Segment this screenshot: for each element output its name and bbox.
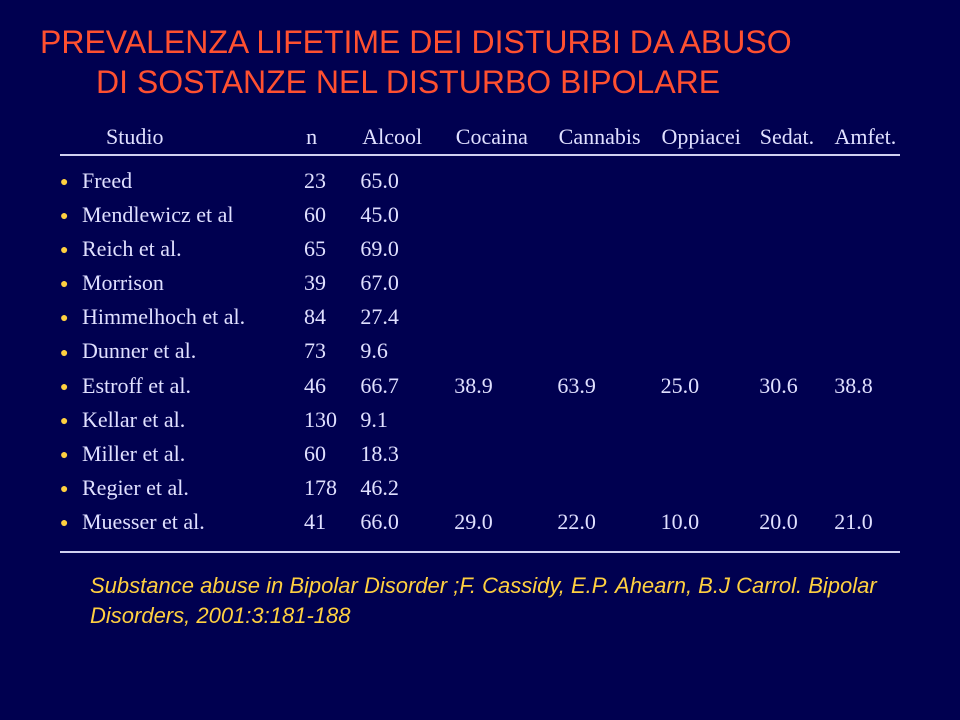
alcool-cell: 67.0 [360, 266, 454, 300]
study-cell: ●Dunner et al. [60, 334, 304, 368]
bullet-icon: ● [60, 411, 82, 433]
study-label: Regier et al. [82, 471, 189, 505]
n-cell: 39 [304, 266, 360, 300]
alcool-cell: 65.0 [360, 164, 454, 198]
study-label: Kellar et al. [82, 403, 185, 437]
study-cell: ●Muesser et al. [60, 505, 304, 539]
alcool-cell: 66.7 [360, 369, 454, 403]
header-cannabis: Cannabis [559, 124, 662, 150]
study-cell: ●Freed [60, 164, 304, 198]
header-rule [60, 154, 900, 156]
header-amfet: Amfet. [835, 124, 900, 150]
header-oppiacei: Oppiacei [662, 124, 760, 150]
table-container: Studio n Alcool Cocaina Cannabis Oppiace… [0, 112, 960, 553]
citation-text: Substance abuse in Bipolar Disorder ;F. … [0, 553, 960, 630]
oppiacei-cell: 25.0 [661, 369, 760, 403]
table-row: ●Freed2365.0 [60, 164, 900, 198]
bullet-icon: ● [60, 343, 82, 365]
n-cell: 84 [304, 300, 360, 334]
alcool-cell: 18.3 [360, 437, 454, 471]
table-body: ●Freed2365.0●Mendlewicz et al6045.0●Reic… [60, 164, 900, 539]
table-row: ●Mendlewicz et al6045.0 [60, 198, 900, 232]
study-label: Morrison [82, 266, 164, 300]
n-cell: 46 [304, 369, 360, 403]
table-header-row: Studio n Alcool Cocaina Cannabis Oppiace… [60, 124, 900, 150]
table-row: ●Dunner et al.739.6 [60, 334, 900, 368]
header-cocaina: Cocaina [456, 124, 559, 150]
alcool-cell: 27.4 [360, 300, 454, 334]
bullet-icon: ● [60, 479, 82, 501]
n-cell: 23 [304, 164, 360, 198]
n-cell: 60 [304, 437, 360, 471]
bullet-icon: ● [60, 445, 82, 467]
study-cell: ●Reich et al. [60, 232, 304, 266]
header-n: n [306, 124, 362, 150]
title-line-1: PREVALENZA LIFETIME DEI DISTURBI DA ABUS… [40, 24, 792, 60]
bullet-icon: ● [60, 513, 82, 535]
bullet-icon: ● [60, 377, 82, 399]
header-study: Studio [60, 124, 306, 150]
study-cell: ●Morrison [60, 266, 304, 300]
study-cell: ●Miller et al. [60, 437, 304, 471]
alcool-cell: 9.1 [360, 403, 454, 437]
study-label: Miller et al. [82, 437, 185, 471]
bullet-icon: ● [60, 274, 82, 296]
n-cell: 60 [304, 198, 360, 232]
alcool-cell: 69.0 [360, 232, 454, 266]
sedat-cell: 30.6 [759, 369, 834, 403]
study-label: Muesser et al. [82, 505, 205, 539]
bullet-icon: ● [60, 172, 82, 194]
bullet-icon: ● [60, 240, 82, 262]
alcool-cell: 9.6 [360, 334, 454, 368]
bullet-icon: ● [60, 206, 82, 228]
alcool-cell: 45.0 [360, 198, 454, 232]
cannabis-cell: 22.0 [557, 505, 660, 539]
study-cell: ●Estroff et al. [60, 369, 304, 403]
study-cell: ●Kellar et al. [60, 403, 304, 437]
study-cell: ●Himmelhoch et al. [60, 300, 304, 334]
header-alcool: Alcool [362, 124, 456, 150]
amfet-cell: 21.0 [834, 505, 900, 539]
table-row: ●Regier et al.17846.2 [60, 471, 900, 505]
cannabis-cell: 63.9 [557, 369, 660, 403]
table-row: ●Morrison3967.0 [60, 266, 900, 300]
header-sedat: Sedat. [760, 124, 835, 150]
table-row: ●Muesser et al.4166.029.022.010.020.021.… [60, 505, 900, 539]
n-cell: 73 [304, 334, 360, 368]
table-row: ●Himmelhoch et al.8427.4 [60, 300, 900, 334]
study-label: Reich et al. [82, 232, 182, 266]
study-cell: ●Regier et al. [60, 471, 304, 505]
alcool-cell: 66.0 [360, 505, 454, 539]
table-row: ●Miller et al.6018.3 [60, 437, 900, 471]
study-label: Mendlewicz et al [82, 198, 234, 232]
cocaina-cell: 29.0 [454, 505, 557, 539]
study-label: Estroff et al. [82, 369, 191, 403]
study-label: Himmelhoch et al. [82, 300, 245, 334]
table-row: ●Kellar et al.1309.1 [60, 403, 900, 437]
slide-title: PREVALENZA LIFETIME DEI DISTURBI DA ABUS… [0, 0, 960, 112]
n-cell: 41 [304, 505, 360, 539]
study-cell: ●Mendlewicz et al [60, 198, 304, 232]
table-row: ●Estroff et al.4666.738.963.925.030.638.… [60, 369, 900, 403]
bullet-icon: ● [60, 308, 82, 330]
amfet-cell: 38.8 [834, 369, 900, 403]
title-line-2: DI SOSTANZE NEL DISTURBO BIPOLARE [40, 64, 720, 100]
n-cell: 130 [304, 403, 360, 437]
cocaina-cell: 38.9 [454, 369, 557, 403]
table-row: ●Reich et al.6569.0 [60, 232, 900, 266]
sedat-cell: 20.0 [759, 505, 834, 539]
n-cell: 178 [304, 471, 360, 505]
study-label: Dunner et al. [82, 334, 196, 368]
alcool-cell: 46.2 [360, 471, 454, 505]
oppiacei-cell: 10.0 [661, 505, 760, 539]
n-cell: 65 [304, 232, 360, 266]
study-label: Freed [82, 164, 132, 198]
